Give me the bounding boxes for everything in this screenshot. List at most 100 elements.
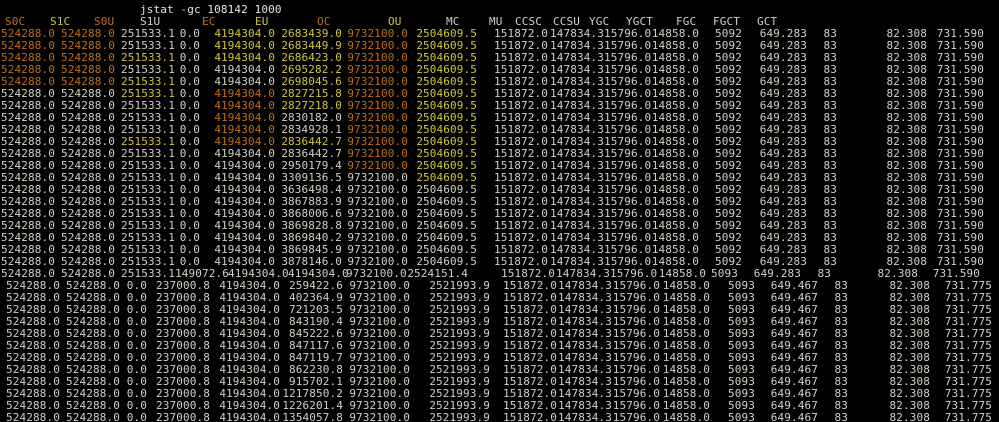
cell-s0c: 524288.0 (1, 255, 55, 268)
cell-s1c: 524288.0 (61, 123, 115, 136)
cell-oc: 9732100.0 (349, 315, 410, 328)
cell-ygc: 5093 (728, 303, 755, 316)
cell-s1c: 524288.0 (61, 63, 115, 76)
column-header-eu: EU (255, 15, 269, 28)
cell-eu: 2950179.4 (281, 159, 342, 172)
cell-ygc: 5093 (728, 387, 755, 400)
gc-row: 524288.0 524288.0 251533.1 0.0 4194304.0 2695… (0, 64, 999, 76)
cell-s1c: 524288.0 (61, 111, 115, 124)
cell-mu: 147834.3 (550, 255, 604, 268)
cell-mc: 151872.0 (494, 243, 548, 256)
cell-ccsu: 14858.0 (651, 39, 699, 52)
cell-ygc: 5092 (715, 111, 742, 124)
column-header-s0c: S0C (5, 15, 26, 28)
cell-ou: 2521993.9 (429, 291, 490, 304)
cell-oc: 9732100.0 (349, 279, 410, 292)
cell-s0u: 0.0 (126, 411, 147, 422)
cell-ou: 2504609.5 (416, 255, 477, 268)
gc-row: 524288.0 524288.0 251533.1 0.0 4194304.0 3868… (0, 208, 999, 220)
cell-fgct: 82.308 (886, 99, 927, 112)
cell-ygc: 5092 (715, 243, 742, 256)
cell-fgc: 83 (823, 99, 837, 112)
cell-mc: 151872.0 (494, 195, 548, 208)
cell-s1c: 524288.0 (66, 351, 120, 364)
cell-ygc: 5093 (728, 291, 755, 304)
cell-ccsu: 14858.0 (662, 303, 710, 316)
cell-s1u: 0.0 (179, 123, 200, 136)
cell-ou: 2504609.5 (416, 27, 477, 40)
cell-ygct: 649.283 (759, 87, 807, 100)
cell-ccsu: 14858.0 (658, 267, 706, 280)
cell-ccsu: 14858.0 (651, 75, 699, 88)
cell-s0u: 0.0 (126, 363, 147, 376)
cell-ec: 4194304.0 (214, 111, 275, 124)
cell-mu: 147834.3 (550, 207, 604, 220)
cell-ygc: 5093 (728, 375, 755, 388)
cell-s1u: 0.0 (179, 87, 200, 100)
cell-s1c: 524288.0 (61, 99, 115, 112)
cell-s1c: 524288.0 (61, 135, 115, 148)
cell-eu: 2683439.0 (281, 27, 342, 40)
cell-fgct: 82.308 (886, 87, 927, 100)
cell-oc: 9732100.0 (349, 387, 410, 400)
cell-mu: 147834.3 (550, 99, 604, 112)
cell-fgct: 82.308 (889, 351, 930, 364)
cell-ygc: 5092 (715, 87, 742, 100)
cell-ccsu: 14858.0 (651, 207, 699, 220)
cell-ec: 4194304.0 (219, 363, 280, 376)
cell-s1c: 524288.0 (61, 51, 115, 64)
cell-ygct: 649.467 (770, 315, 818, 328)
column-header-fgct: FGCT (713, 15, 740, 28)
cell-ygct: 649.283 (759, 39, 807, 52)
cell-s1c: 524288.0 (66, 411, 120, 422)
cell-ccsu: 14858.0 (662, 375, 710, 388)
cell-fgct: 82.308 (886, 171, 927, 184)
cell-eu: 3869828.8 (281, 219, 342, 232)
cell-s1u: 0.0 (179, 39, 200, 52)
cell-mc: 151872.0 (494, 147, 548, 160)
cell-s0u: 0.0 (126, 375, 147, 388)
cell-ec: 4194304.0 (219, 339, 280, 352)
cell-mu: 147834.3 (550, 123, 604, 136)
cell-s1u: 237000.8 (156, 315, 210, 328)
cell-ygct: 649.283 (759, 159, 807, 172)
cell-ccsu: 14858.0 (651, 159, 699, 172)
cell-oc: 9732100.0 (349, 363, 410, 376)
cell-ccsc: 15796.0 (612, 375, 660, 388)
cell-ccsu: 14858.0 (651, 87, 699, 100)
cell-ygct: 649.283 (759, 219, 807, 232)
gc-row: 524288.0 524288.0 251533.1 0.0 4194304.0 3878… (0, 256, 999, 268)
cell-s0c: 524288.0 (1, 171, 55, 184)
gc-row: 524288.0 524288.0 251533.1 0.0 4194304.0 3309… (0, 172, 999, 184)
cell-ccsc: 15796.0 (604, 147, 652, 160)
cell-ou: 2504609.5 (416, 99, 477, 112)
cell-ygct: 649.467 (770, 363, 818, 376)
cell-gct: 731.590 (936, 87, 984, 100)
cell-s0c: 524288.0 (1, 231, 55, 244)
cell-ou: 2504609.5 (416, 135, 477, 148)
cell-fgc: 83 (834, 339, 848, 352)
cell-mc: 151872.0 (503, 411, 557, 422)
cell-gct: 731.590 (936, 171, 984, 184)
cell-fgc: 83 (823, 195, 837, 208)
cell-ccsu: 14858.0 (651, 219, 699, 232)
cell-ygc: 5092 (715, 231, 742, 244)
cell-eu: 843190.4 (289, 315, 343, 328)
gc-row: 524288.0 524288.0 0.0 237000.8 4194304.0 8431… (0, 316, 999, 328)
cell-fgct: 82.308 (886, 159, 927, 172)
cell-ccsu: 14858.0 (662, 411, 710, 422)
cell-ygc: 5092 (715, 171, 742, 184)
cell-ccsc: 15796.0 (604, 99, 652, 112)
cell-ec: 4194304.0 (214, 207, 275, 220)
cell-ec: 4194304.0 (214, 183, 275, 196)
cell-ccsu: 14858.0 (651, 63, 699, 76)
cell-fgc: 83 (834, 411, 848, 422)
cell-ec: 4194304.0 (214, 147, 275, 160)
cell-ygct: 649.467 (770, 399, 818, 412)
cell-mc: 151872.0 (503, 363, 557, 376)
gc-row: 524288.0 524288.0 251533.1 0.0 4194304.0 3867… (0, 196, 999, 208)
cell-s1c: 524288.0 (61, 207, 115, 220)
cell-mu: 147834.3 (550, 159, 604, 172)
cell-oc: 9732100.0 (349, 327, 410, 340)
